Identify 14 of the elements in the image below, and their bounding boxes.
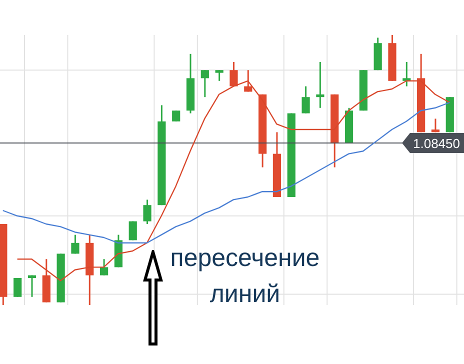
- candlestick: [100, 258, 108, 276]
- annotation: пересечение линий: [169, 243, 321, 310]
- candlestick: [402, 61, 411, 88]
- annotation: 1.08450: [413, 136, 460, 151]
- candlestick: [302, 86, 310, 114]
- candlestick: [172, 110, 180, 122]
- candlestick: [143, 198, 152, 225]
- candlestick: [316, 61, 324, 109]
- candlestick: [71, 234, 80, 254]
- candlestick: [14, 277, 22, 298]
- candlestick: [28, 274, 36, 298]
- candlestick: [215, 69, 224, 82]
- candlestick: [431, 118, 440, 133]
- candlestick: [200, 69, 209, 98]
